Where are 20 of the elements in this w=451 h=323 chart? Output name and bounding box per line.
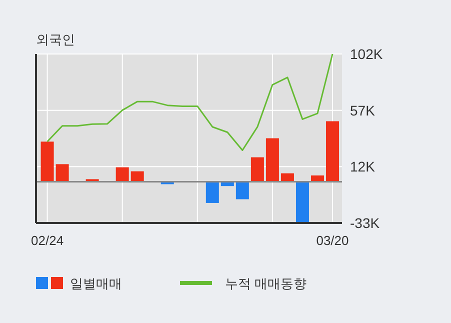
x-tick-label: 02/24 <box>31 233 64 248</box>
chart-title: 외국인 <box>36 32 75 47</box>
line-series <box>46 53 334 152</box>
bar <box>56 164 69 182</box>
y-tick-label: 12K <box>350 158 376 175</box>
bar <box>40 142 54 182</box>
legend-label: 일별매매 <box>70 276 122 291</box>
legend-label: 누적 매매동향 <box>225 276 307 291</box>
bar <box>326 121 339 182</box>
bar <box>250 157 264 182</box>
y-tick-label: 57K <box>350 102 376 118</box>
x-tick-label: 03/20 <box>316 233 349 248</box>
bar <box>116 167 129 182</box>
bar <box>206 182 219 203</box>
bar <box>236 182 249 200</box>
y-tick-label: 102K <box>350 46 384 62</box>
bar <box>266 138 279 182</box>
bar <box>130 171 144 182</box>
bar <box>296 182 309 222</box>
y-tick-label: -33K <box>350 215 380 231</box>
